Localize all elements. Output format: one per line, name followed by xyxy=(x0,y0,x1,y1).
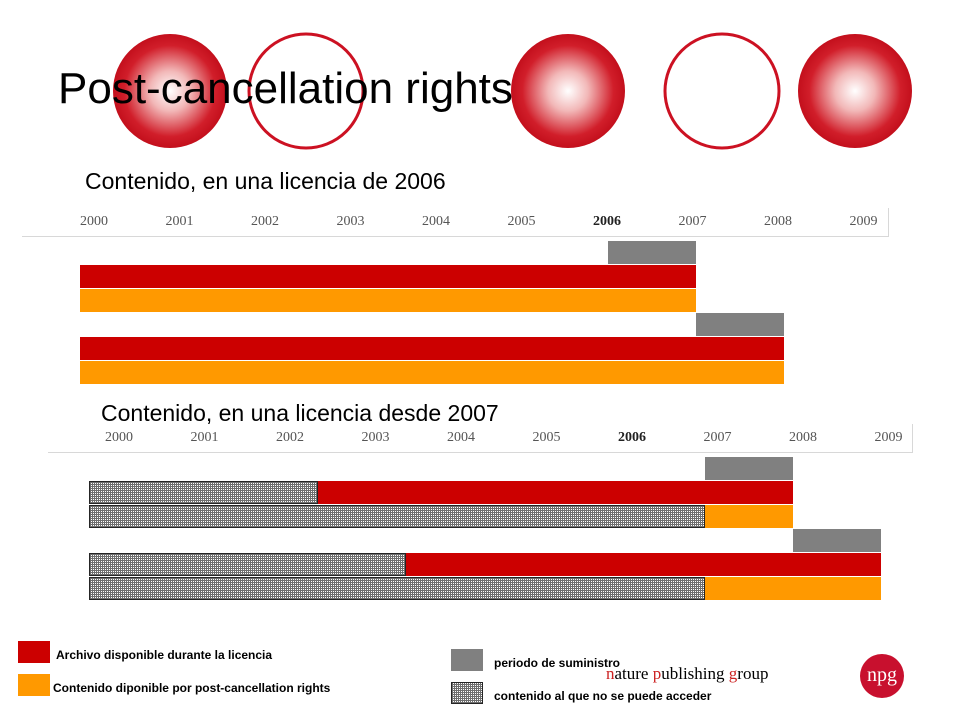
year-tick-label: 2003 xyxy=(336,214,365,229)
npg-logo: npg xyxy=(860,654,904,698)
blocked-bar xyxy=(89,577,705,600)
year-axis xyxy=(22,208,889,237)
post-bar xyxy=(80,361,784,384)
year-tick-label: 2007 xyxy=(678,214,707,229)
supply-bar xyxy=(793,529,881,552)
supply-bar xyxy=(705,457,793,480)
year-tick-label: 2000 xyxy=(80,214,108,229)
deco-circle-filled xyxy=(113,34,227,148)
post-bar xyxy=(705,577,881,600)
archive-bar xyxy=(80,337,784,360)
legend-swatch-post xyxy=(18,674,50,696)
archive-bar xyxy=(80,265,696,288)
blocked-bar xyxy=(89,505,705,528)
archive-bar xyxy=(317,481,793,504)
publisher-wordmark: nature publishing group xyxy=(606,664,769,683)
legend-label-post: Contenido diponible por post-cancellatio… xyxy=(53,681,331,695)
legend-label-supply: periodo de suministro xyxy=(494,656,621,670)
post-bar xyxy=(80,289,696,312)
year-tick-label: 2008 xyxy=(789,430,817,445)
year-tick-label: 2000 xyxy=(105,430,133,445)
year-tick-label: 2009 xyxy=(849,214,878,229)
deco-circle-outline xyxy=(663,32,781,150)
year-tick-label: 2005 xyxy=(507,214,536,229)
year-tick-label: 2008 xyxy=(764,214,792,229)
archive-bar xyxy=(405,553,881,576)
section-title-2006: Contenido, en una licencia de 2006 xyxy=(85,168,446,194)
year-axis xyxy=(48,424,913,453)
year-tick-label: 2004 xyxy=(447,430,475,445)
year-tick-label: 2003 xyxy=(361,430,390,445)
blocked-bar xyxy=(89,553,406,576)
year-tick-label: 2006 xyxy=(593,214,621,229)
year-tick-label: 2006 xyxy=(618,430,646,445)
legend-label-archive: Archivo disponible durante la licencia xyxy=(56,648,273,662)
year-tick-label: 2004 xyxy=(422,214,450,229)
year-tick-label: 2009 xyxy=(874,430,903,445)
legend-swatch-archive xyxy=(18,641,50,663)
legend-swatch-supply xyxy=(451,649,483,671)
year-tick-label: 2007 xyxy=(703,430,732,445)
year-tick-label: 2005 xyxy=(532,430,561,445)
year-tick-label: 2001 xyxy=(165,214,194,229)
supply-bar xyxy=(608,241,696,264)
section-title-2007: Contenido, en una licencia desde 2007 xyxy=(101,400,499,426)
year-tick-label: 2002 xyxy=(251,214,279,229)
year-tick-label: 2001 xyxy=(190,430,219,445)
deco-circle-outline xyxy=(247,32,365,150)
post-bar xyxy=(705,505,793,528)
blocked-bar xyxy=(89,481,318,504)
deco-circle-filled xyxy=(798,34,912,148)
slide-title: Post-cancellation rights xyxy=(58,64,513,113)
supply-bar xyxy=(696,313,784,336)
deco-circle-filled xyxy=(511,34,625,148)
legend-swatch-blocked xyxy=(451,682,483,704)
legend-label-blocked: contenido al que no se puede acceder xyxy=(494,689,712,703)
year-tick-label: 2002 xyxy=(276,430,304,445)
